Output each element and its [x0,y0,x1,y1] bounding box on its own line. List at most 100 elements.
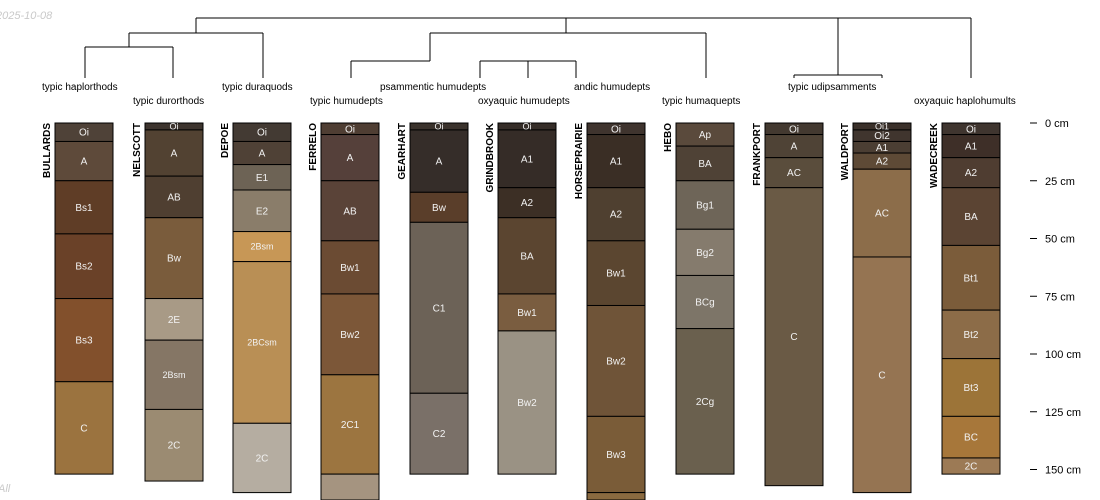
horizon-label: C [790,332,797,343]
horizon-label: A2 [876,157,889,168]
profile-name: HEBO [663,123,674,152]
horizon-label: Bt2 [963,330,978,341]
soil-horizon [497,330,557,475]
depth-label: 25 cm [1045,176,1075,188]
horizon-label: BA [698,159,712,170]
horizon-label: A [791,142,798,153]
horizon-label: 2BCsm [247,338,277,348]
horizon-label: Bt3 [963,383,978,394]
horizon-label: Ap [699,130,712,141]
soil-profile: GRINDBROOK Oi A1 A2 BA Bw1 Bw2 [485,122,557,475]
horizon-label: 2Bsm [162,370,185,380]
soil-profile: HEBO Ap BA Bg1 Bg2 BCg 2Cg [663,122,735,475]
taxon-label: andic humudepts [574,82,650,93]
horizon-label: Oi [79,128,89,139]
horizon-label: 2E [168,315,181,326]
soil-profile: DEPOE Oi A E1 E2 2Bsm 2BCsm 2C [220,122,292,494]
soil-horizon [497,217,557,295]
soil-horizon [144,129,204,177]
soil-horizon [54,180,114,235]
soil-profile: FRANKPORT Oi A AC C [752,122,824,487]
soil-horizon [586,415,646,494]
profile-name: HORSEPRAIRIE [574,123,585,199]
horizon-label: Bw3 [606,450,626,461]
soil-horizon [144,298,204,341]
horizon-label: Bw1 [606,269,626,280]
soil-horizon [675,180,735,230]
horizon-label: Bw1 [517,308,537,319]
depth-axis: 0 cm 25 cm 50 cm 75 cm 100 cm 125 cm 150 cm [1030,118,1081,477]
soil-horizon [232,189,292,233]
horizon-label: A1 [610,157,623,168]
horizon-label: AB [167,192,181,203]
profile-name: WADECREEK [929,122,940,188]
horizon-label: E1 [256,173,269,184]
taxon-label: oxyaquic humudepts [478,96,570,107]
soil-horizon [54,233,114,300]
soil-horizon [54,298,114,383]
taxon-labels: typic haplorthods typic durorthods typic d… [42,82,1016,107]
horizon-label: Oi1 [875,122,889,132]
horizon-label: Oi [435,122,444,132]
horizon-label: Bw2 [340,330,360,341]
horizon-label: Bs1 [75,203,93,214]
soil-horizon [320,240,380,295]
soil-horizon [320,374,380,475]
horizon-label: BA [520,251,534,262]
soil-horizon [852,168,912,258]
taxon-label: typic humudepts [310,96,383,107]
horizon-label: Bt1 [963,273,978,284]
horizon-label: Bw2 [606,356,626,367]
profile-name: DEPOE [220,123,231,158]
horizon-label: E2 [256,206,269,217]
soil-horizon [586,240,646,306]
soil-horizon [764,157,824,189]
soil-horizon [586,187,646,242]
horizon-label: C [878,370,885,381]
soil-horizon [144,339,204,410]
watermark-corner: All [0,483,11,495]
soil-horizon [232,164,292,191]
horizon-label: A1 [521,154,534,165]
horizon-label: A [259,149,266,160]
horizon-label: Bs3 [75,336,93,347]
horizon-label: A [347,153,354,164]
horizon-label: A2 [521,198,534,209]
soil-profile: WADECREEK Oi A1 A2 BA Bt1 Bt2 Bt3 BC 2C [929,122,1001,475]
profile-name: NELSCOTT [132,123,143,177]
horizon-label: Bg1 [696,201,714,212]
soil-horizon [54,381,114,475]
horizon-label: A2 [610,210,623,221]
depth-label: 150 cm [1045,465,1081,477]
horizon-label: BC [964,433,978,444]
soil-profile: GEARHART Oi A Bw C1 C2 [397,122,469,475]
horizon-label: Bs2 [75,262,93,273]
soil-horizon [409,392,469,475]
horizon-label: Oi [611,124,621,135]
profile-name: GRINDBROOK [485,122,496,192]
profile-name: BULLARDS [42,123,53,178]
profile-name: GEARHART [397,123,408,180]
soil-profile: BULLARDS Oi A Bs1 Bs2 Bs3 C [42,122,114,475]
taxon-label: oxyaquic haplohumults [914,96,1016,107]
horizon-label: Oi [170,122,179,132]
soil-horizon [320,180,380,242]
horizon-label: C2 [433,429,446,440]
horizon-label: 2C [256,453,269,464]
soil-profiles: BULLARDS Oi A Bs1 Bs2 Bs3 C NELSCOTT Oi A AB Bw2 E2 B… [42,122,1001,500]
soil-horizon [675,228,735,276]
profile-name: FRANKPORT [752,123,763,186]
taxon-label: psammentic humudepts [380,82,486,93]
horizon-label: BA [964,212,978,223]
soil-profile: HORSEPRAIRIE Oi A1 A2 Bw1 Bw2 Bw3 [574,122,646,500]
depth-label: 75 cm [1045,291,1075,303]
depth-label: 0 cm [1045,118,1069,130]
taxon-label: typic durorthods [133,96,204,107]
soil-horizon [941,157,1001,189]
soil-horizon [941,309,1001,360]
soil-horizon [144,175,204,219]
taxon-label: typic duraquods [222,82,293,93]
soil-profile: NELSCOTT Oi A AB Bw 2E 2Bsm 2C [132,122,204,482]
